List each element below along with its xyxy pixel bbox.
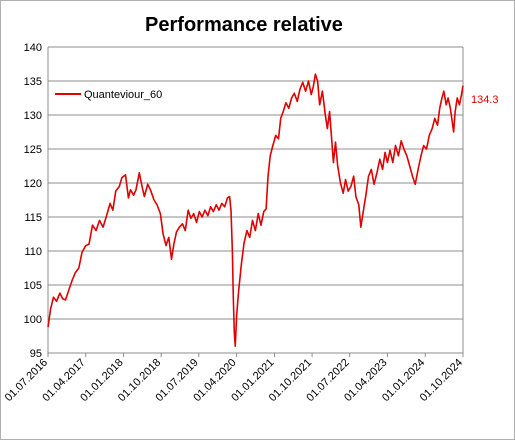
y-tick-label: 105 (24, 280, 42, 292)
series-line-0 (47, 73, 464, 348)
last-value-label: 134.3 (471, 94, 499, 106)
legend-entry-label: Quanteviour_60 (84, 89, 162, 101)
y-tick-label: 115 (24, 212, 42, 224)
y-axis-ticks: 95 100 105 110 115 120 125 130 135 140 (24, 42, 42, 360)
legend: Quanteviour_60 (55, 89, 162, 101)
y-tick-label: 140 (24, 42, 42, 54)
y-tick-label: 100 (24, 314, 42, 326)
x-axis-ticks: 01.07.201601.04.201701.01.201801.10.2018… (3, 353, 465, 404)
y-tick-label: 120 (24, 178, 42, 190)
y-tick-label: 125 (24, 144, 42, 156)
chart-title: Performance relative (145, 14, 343, 36)
series-layer (47, 73, 464, 348)
y-tick-label: 110 (24, 246, 42, 258)
y-tick-label: 130 (24, 110, 42, 122)
gridlines (47, 46, 464, 354)
y-tick-label: 95 (30, 348, 42, 360)
y-tick-label: 135 (24, 76, 42, 88)
